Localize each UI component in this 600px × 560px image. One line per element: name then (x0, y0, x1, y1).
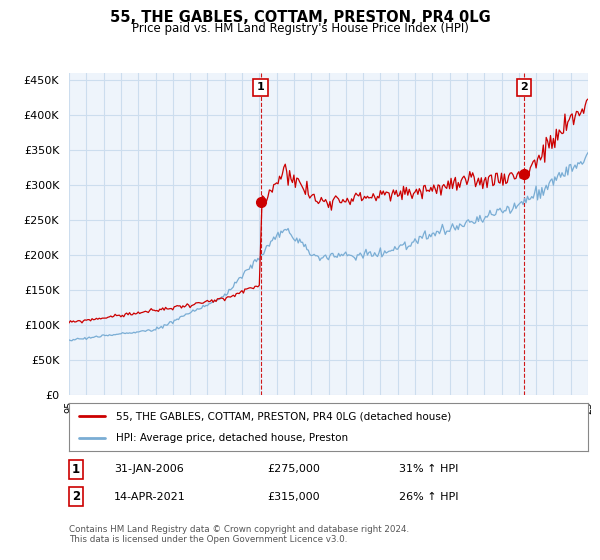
Text: £275,000: £275,000 (267, 464, 320, 474)
Text: 2: 2 (520, 82, 528, 92)
Text: HPI: Average price, detached house, Preston: HPI: Average price, detached house, Pres… (116, 433, 348, 443)
Text: Contains HM Land Registry data © Crown copyright and database right 2024.
This d: Contains HM Land Registry data © Crown c… (69, 525, 409, 544)
Text: 31% ↑ HPI: 31% ↑ HPI (399, 464, 458, 474)
Text: 55, THE GABLES, COTTAM, PRESTON, PR4 0LG: 55, THE GABLES, COTTAM, PRESTON, PR4 0LG (110, 10, 490, 25)
Text: Price paid vs. HM Land Registry's House Price Index (HPI): Price paid vs. HM Land Registry's House … (131, 22, 469, 35)
Text: 1: 1 (72, 463, 80, 476)
Text: 14-APR-2021: 14-APR-2021 (114, 492, 186, 502)
Text: £315,000: £315,000 (267, 492, 320, 502)
Text: 31-JAN-2006: 31-JAN-2006 (114, 464, 184, 474)
Text: 26% ↑ HPI: 26% ↑ HPI (399, 492, 458, 502)
Text: 2: 2 (72, 490, 80, 503)
Text: 1: 1 (257, 82, 265, 92)
Text: 55, THE GABLES, COTTAM, PRESTON, PR4 0LG (detached house): 55, THE GABLES, COTTAM, PRESTON, PR4 0LG… (116, 411, 451, 421)
